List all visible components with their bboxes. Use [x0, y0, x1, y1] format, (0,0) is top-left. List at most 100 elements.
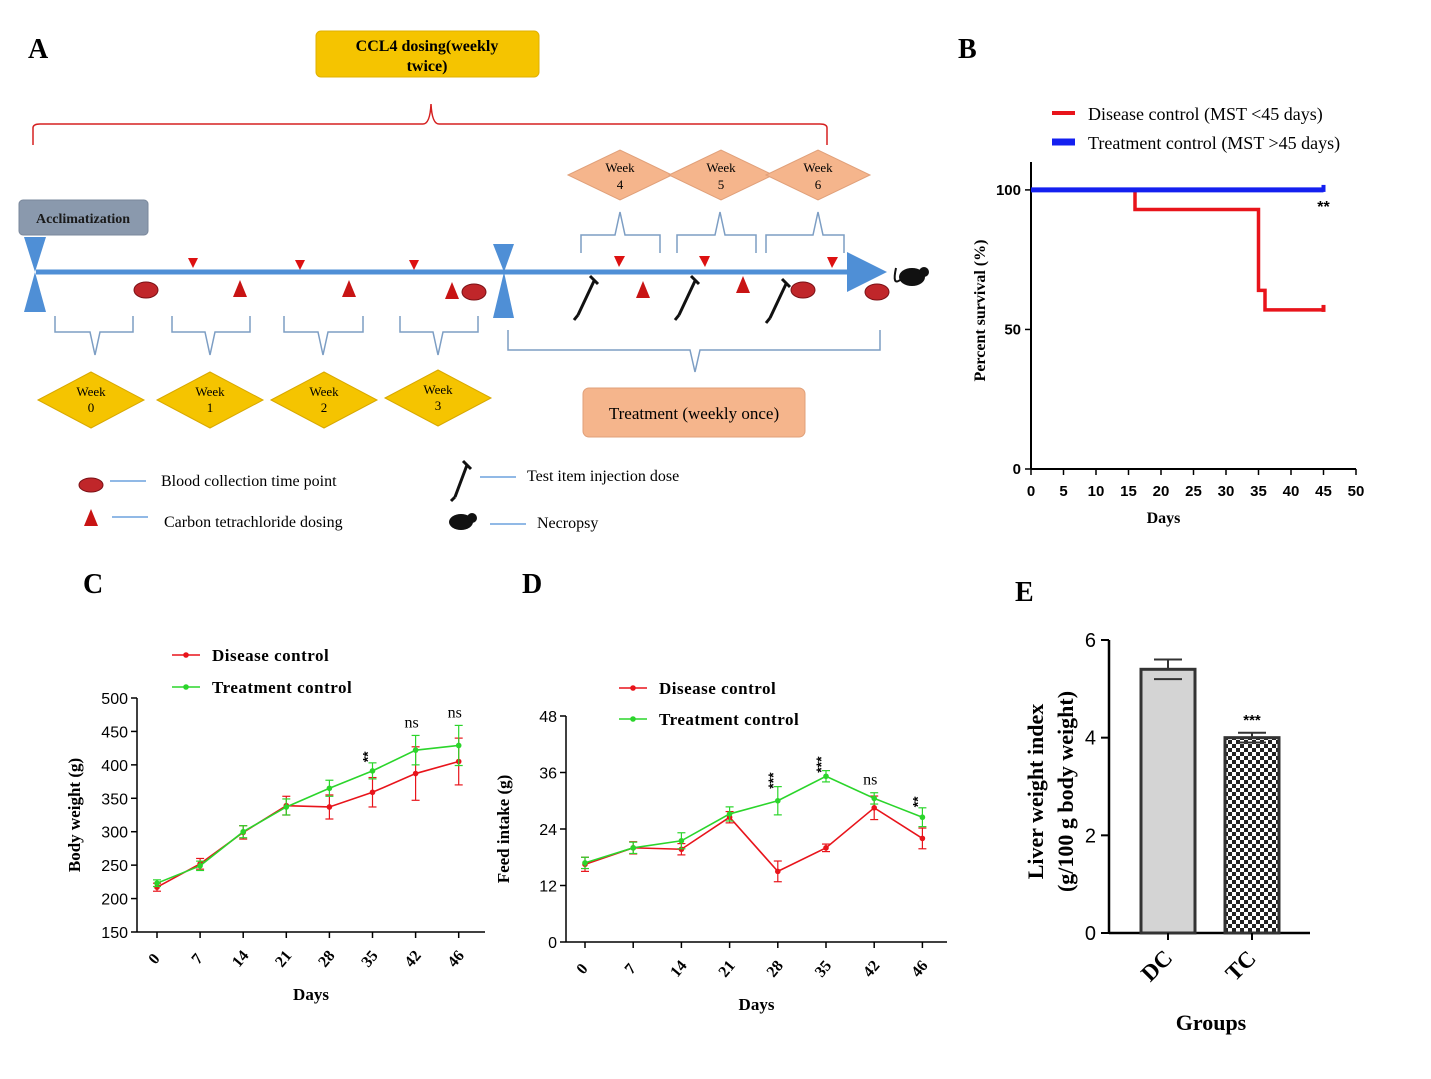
x-tick-label: 40 — [1283, 483, 1300, 500]
week-2-label: Week — [309, 384, 339, 399]
x-axis-title: Days — [293, 985, 329, 1004]
data-point — [775, 797, 781, 804]
x-tick-label: 28 — [315, 948, 338, 971]
data-point — [455, 742, 462, 749]
legend-label-1: Treatment control (MST >45 days) — [1088, 133, 1340, 154]
x-tick-label: 42 — [860, 958, 883, 981]
y-tick-label: 250 — [101, 858, 128, 875]
legend-necropsy-label: Necropsy — [537, 515, 598, 532]
x-tick-label: 35 — [812, 958, 835, 981]
data-point — [630, 845, 636, 851]
x-axis-title: Groups — [1176, 1010, 1247, 1035]
blood-drop-icon — [790, 281, 816, 299]
week-4-number: 4 — [617, 177, 624, 192]
panel-c-body-weight: 150 200 250 300 350 400 450 500 0 7 14 21 28 35 42 46 Da… — [65, 646, 485, 1004]
ccl4-cone-icon — [736, 276, 750, 293]
significance-label: ** — [360, 751, 376, 762]
y-tick-label: 300 — [101, 825, 128, 842]
x-tick-label: 30 — [1218, 483, 1235, 500]
x-tick-label: 21 — [272, 948, 295, 971]
y-tick-label: 500 — [101, 691, 128, 708]
panel-label-d: D — [522, 569, 542, 600]
legend-blood-label: Blood collection time point — [161, 473, 337, 490]
treatment-box — [582, 387, 806, 438]
week-brackets-bottom — [54, 316, 881, 373]
legend-point-0 — [630, 685, 636, 691]
x-tick-label: 15 — [1120, 483, 1137, 500]
y-tick-label: 400 — [101, 758, 128, 775]
y-tick-label: 200 — [101, 892, 128, 909]
ccl4-cone-icon — [445, 282, 459, 299]
timeline-legend: Blood collection time point Carbon tetra… — [78, 459, 679, 532]
data-point — [240, 828, 246, 835]
panel-label-e: E — [1015, 577, 1034, 608]
y-tick-label: 2 — [1085, 825, 1096, 847]
legend-label-0: Disease control — [659, 679, 776, 698]
panel-label-a: A — [28, 34, 49, 65]
data-point — [919, 814, 926, 821]
week-2-diamond — [269, 371, 379, 429]
legend-injection-label: Test item injection dose — [527, 468, 679, 485]
week-1-number: 1 — [207, 400, 214, 415]
week-0-number: 0 — [88, 400, 95, 415]
y-tick-label: 48 — [539, 709, 557, 726]
panel-a-timeline: CCL4 dosing(weekly twice) Acclimatizatio… — [18, 30, 929, 532]
survival-line-0 — [1031, 188, 1324, 312]
y-tick-label: 450 — [101, 724, 128, 741]
x-tick-label: 0 — [145, 951, 163, 968]
data-point — [369, 789, 376, 796]
syringe-icon — [764, 277, 792, 324]
legend-label-0: Disease control (MST <45 days) — [1088, 104, 1323, 125]
y-tick-label: 150 — [101, 925, 128, 942]
rat-end-icon — [893, 267, 929, 286]
data-point — [154, 880, 160, 886]
y-axis-title: Feed intake (g) — [494, 775, 513, 884]
hourglass-start-icon — [24, 237, 46, 312]
week-brackets-top — [580, 211, 845, 253]
week-5-diamond — [667, 149, 775, 201]
series-line-1 — [584, 775, 923, 864]
y-axis-title-line1: Liver weight index — [1023, 704, 1048, 880]
data-point — [326, 785, 333, 792]
x-tick-label: 35 — [358, 948, 381, 971]
y-axis-title: Body weight (g) — [65, 758, 84, 872]
data-point — [823, 773, 829, 780]
y-tick-label: 36 — [539, 766, 557, 783]
data-point — [154, 884, 160, 891]
significance-label: ** — [1317, 199, 1330, 216]
ccl4-cone-icon — [636, 281, 650, 298]
data-point — [775, 868, 781, 875]
x-tick-label: 28 — [764, 958, 787, 981]
panel-label-c: C — [83, 569, 103, 600]
x-tick-label: 35 — [1250, 483, 1267, 500]
x-tick-label: 14 — [229, 948, 252, 971]
x-tick-label: 5 — [1059, 483, 1067, 500]
y-tick-label: 350 — [101, 791, 128, 808]
significance-label: ** — [909, 796, 925, 807]
data-point — [823, 845, 829, 851]
week-3-label: Week — [423, 382, 453, 397]
ccl4-box-line2: twice) — [407, 58, 448, 75]
ccl4-marker-icon — [188, 258, 198, 268]
y-axis-title: Percent survival (%) — [972, 240, 989, 382]
week-1-diamond — [155, 371, 265, 429]
syringe-markers — [572, 274, 792, 324]
data-point — [871, 795, 877, 802]
legend-point-1 — [630, 716, 636, 722]
x-tick-label: 25 — [1185, 483, 1202, 500]
series-line-0 — [156, 760, 459, 888]
data-point — [412, 747, 419, 753]
week-6-number: 6 — [815, 177, 822, 192]
x-tick-label: 50 — [1348, 483, 1365, 500]
bar-TC — [1223, 736, 1281, 935]
y-tick-label: 24 — [539, 822, 557, 839]
acclimatization-box — [18, 199, 149, 236]
data-point — [326, 804, 333, 810]
x-tick-label: 42 — [401, 948, 424, 971]
data-point — [871, 805, 877, 811]
ccl4-marker-icon — [614, 256, 625, 267]
ccl4-marker-icon — [409, 260, 419, 270]
legend-blood-drop-icon — [78, 477, 104, 493]
week-diamonds-bottom: Week 0 Week 1 Week 2 Week 3 — [36, 369, 493, 429]
y-tick-label: 6 — [1085, 630, 1096, 652]
